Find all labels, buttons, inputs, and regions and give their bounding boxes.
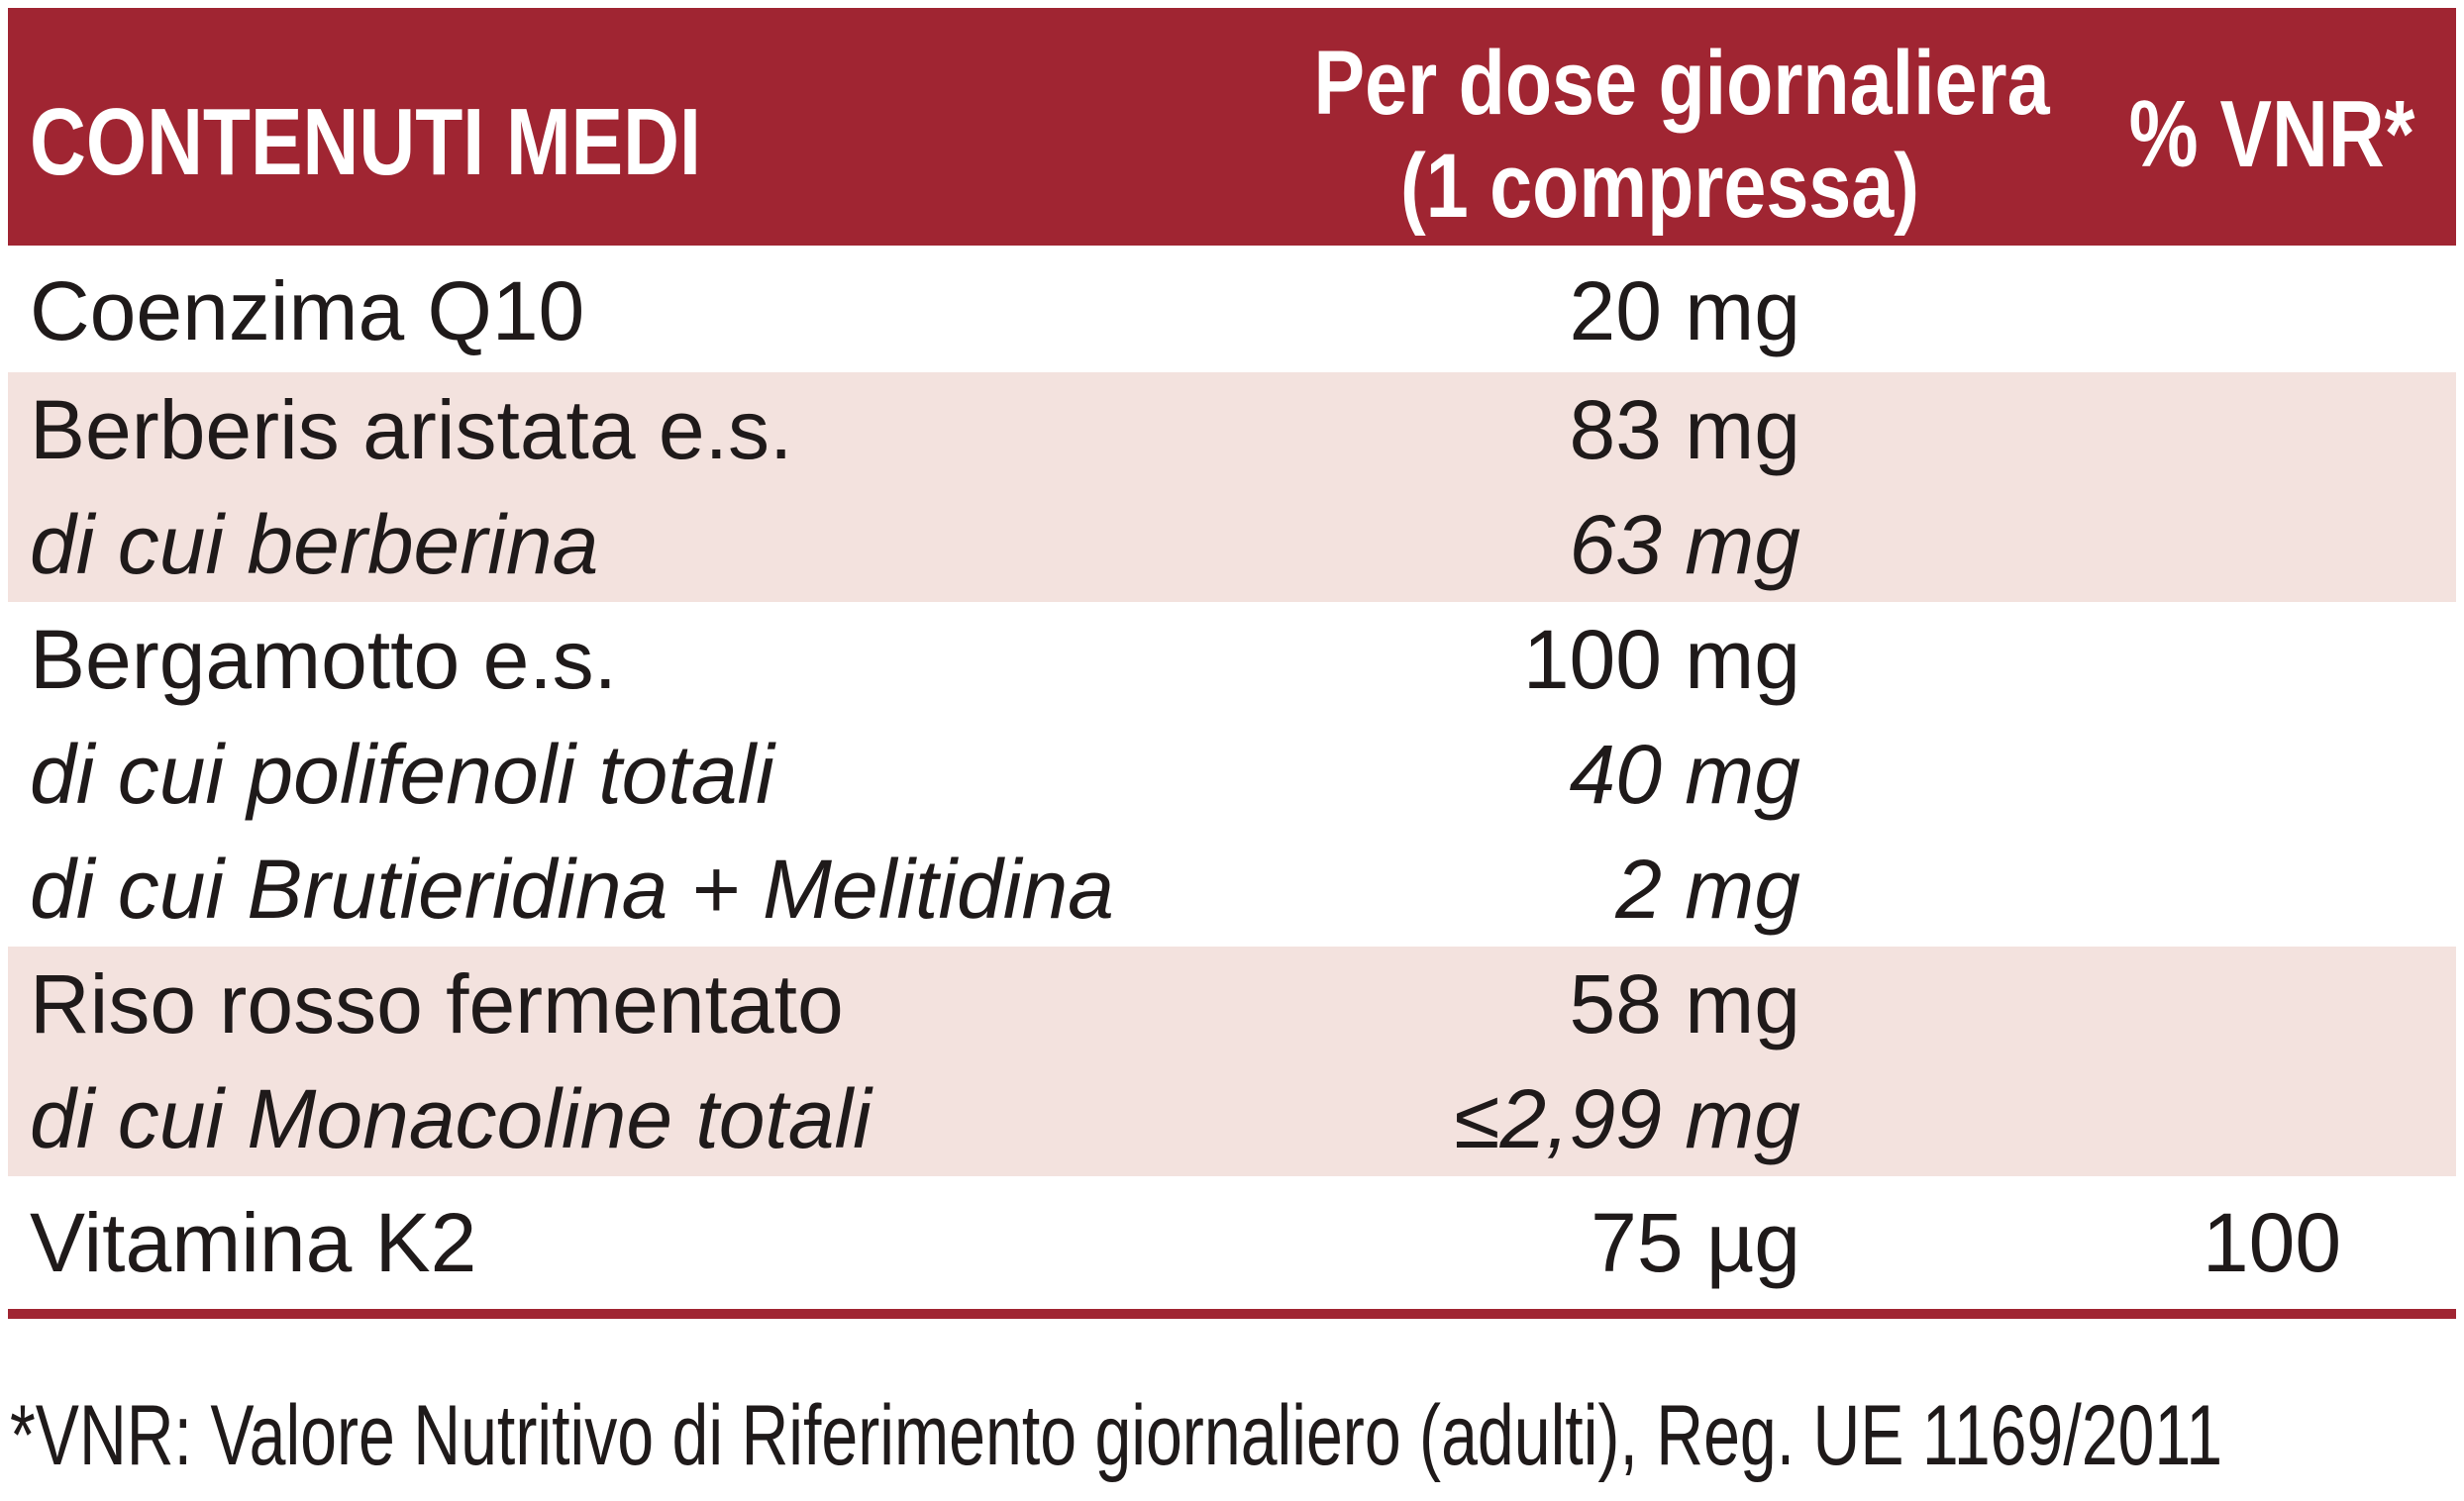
ingredient-sub-amount: 63 mg — [1569, 498, 1800, 591]
table-bottom-rule — [8, 1309, 2456, 1319]
table-subrow: di cui Brutieridina + Melitidina 2 mg — [8, 832, 2456, 947]
header-daily-dose-line2: (1 compressa) — [1399, 136, 1920, 237]
table-row-group: Vitamina K2 75 µg 100 — [8, 1176, 2456, 1309]
header-daily-dose-label: Per dose giornaliera (1 compressa) — [1313, 32, 2050, 238]
table-row-group: Bergamotto e.s. 100 mg di cui polifenoli… — [8, 602, 2456, 947]
ingredient-amount: 83 mg — [1569, 383, 1800, 476]
ingredient-name: Berberis aristata e.s. — [30, 383, 793, 476]
ingredient-sub-amount: 40 mg — [1569, 728, 1800, 821]
table-row: Vitamina K2 75 µg 100 — [8, 1176, 2456, 1309]
table-row-group: Coenzima Q10 20 mg — [8, 246, 2456, 372]
ingredient-sub-name: di cui berberina — [30, 498, 599, 591]
ingredient-amount: 58 mg — [1569, 957, 1800, 1051]
ingredient-name: Coenzima Q10 — [30, 264, 585, 357]
table-subrow: di cui polifenoli totali 40 mg — [8, 717, 2456, 832]
ingredient-amount: 100 mg — [1522, 613, 1800, 706]
table-row: Riso rosso fermentato 58 mg — [8, 947, 2456, 1061]
header-vnr-label: % VNR* — [2128, 81, 2415, 187]
header-contents-label: CONTENUTI MEDI — [30, 89, 701, 195]
ingredient-amount: 20 mg — [1569, 264, 1800, 357]
ingredient-sub-name: di cui Monacoline totali — [30, 1072, 872, 1165]
table-row: Berberis aristata e.s. 83 mg — [8, 372, 2456, 487]
header-daily-dose-line1: Per dose giornaliera — [1313, 33, 2050, 134]
ingredient-sub-amount: ≤2,99 mg — [1454, 1072, 1800, 1165]
ingredient-sub-name: di cui polifenoli totali — [30, 728, 774, 821]
ingredient-name: Bergamotto e.s. — [30, 613, 617, 706]
nutrition-table: CONTENUTI MEDI Per dose giornaliera (1 c… — [8, 8, 2456, 1319]
table-header: CONTENUTI MEDI Per dose giornaliera (1 c… — [8, 8, 2456, 246]
ingredient-vnr: 100 — [2202, 1196, 2342, 1289]
table-subrow: di cui Monacoline totali ≤2,99 mg — [8, 1061, 2456, 1176]
ingredient-sub-name: di cui Brutieridina + Melitidina — [30, 843, 1114, 936]
ingredient-sub-amount: 2 mg — [1615, 843, 1800, 936]
table-subrow: di cui berberina 63 mg — [8, 487, 2456, 602]
ingredient-name: Riso rosso fermentato — [30, 957, 844, 1051]
ingredient-name: Vitamina K2 — [30, 1196, 477, 1289]
table-row: Bergamotto e.s. 100 mg — [8, 602, 2456, 717]
ingredient-amount: 75 µg — [1591, 1196, 1800, 1289]
vnr-footnote: *VNR: Valore Nutritivo di Riferimento gi… — [10, 1388, 2223, 1483]
table-row: Coenzima Q10 20 mg — [8, 246, 2456, 372]
table-row-group: Riso rosso fermentato 58 mg di cui Monac… — [8, 947, 2456, 1176]
table-row-group: Berberis aristata e.s. 83 mg di cui berb… — [8, 372, 2456, 602]
